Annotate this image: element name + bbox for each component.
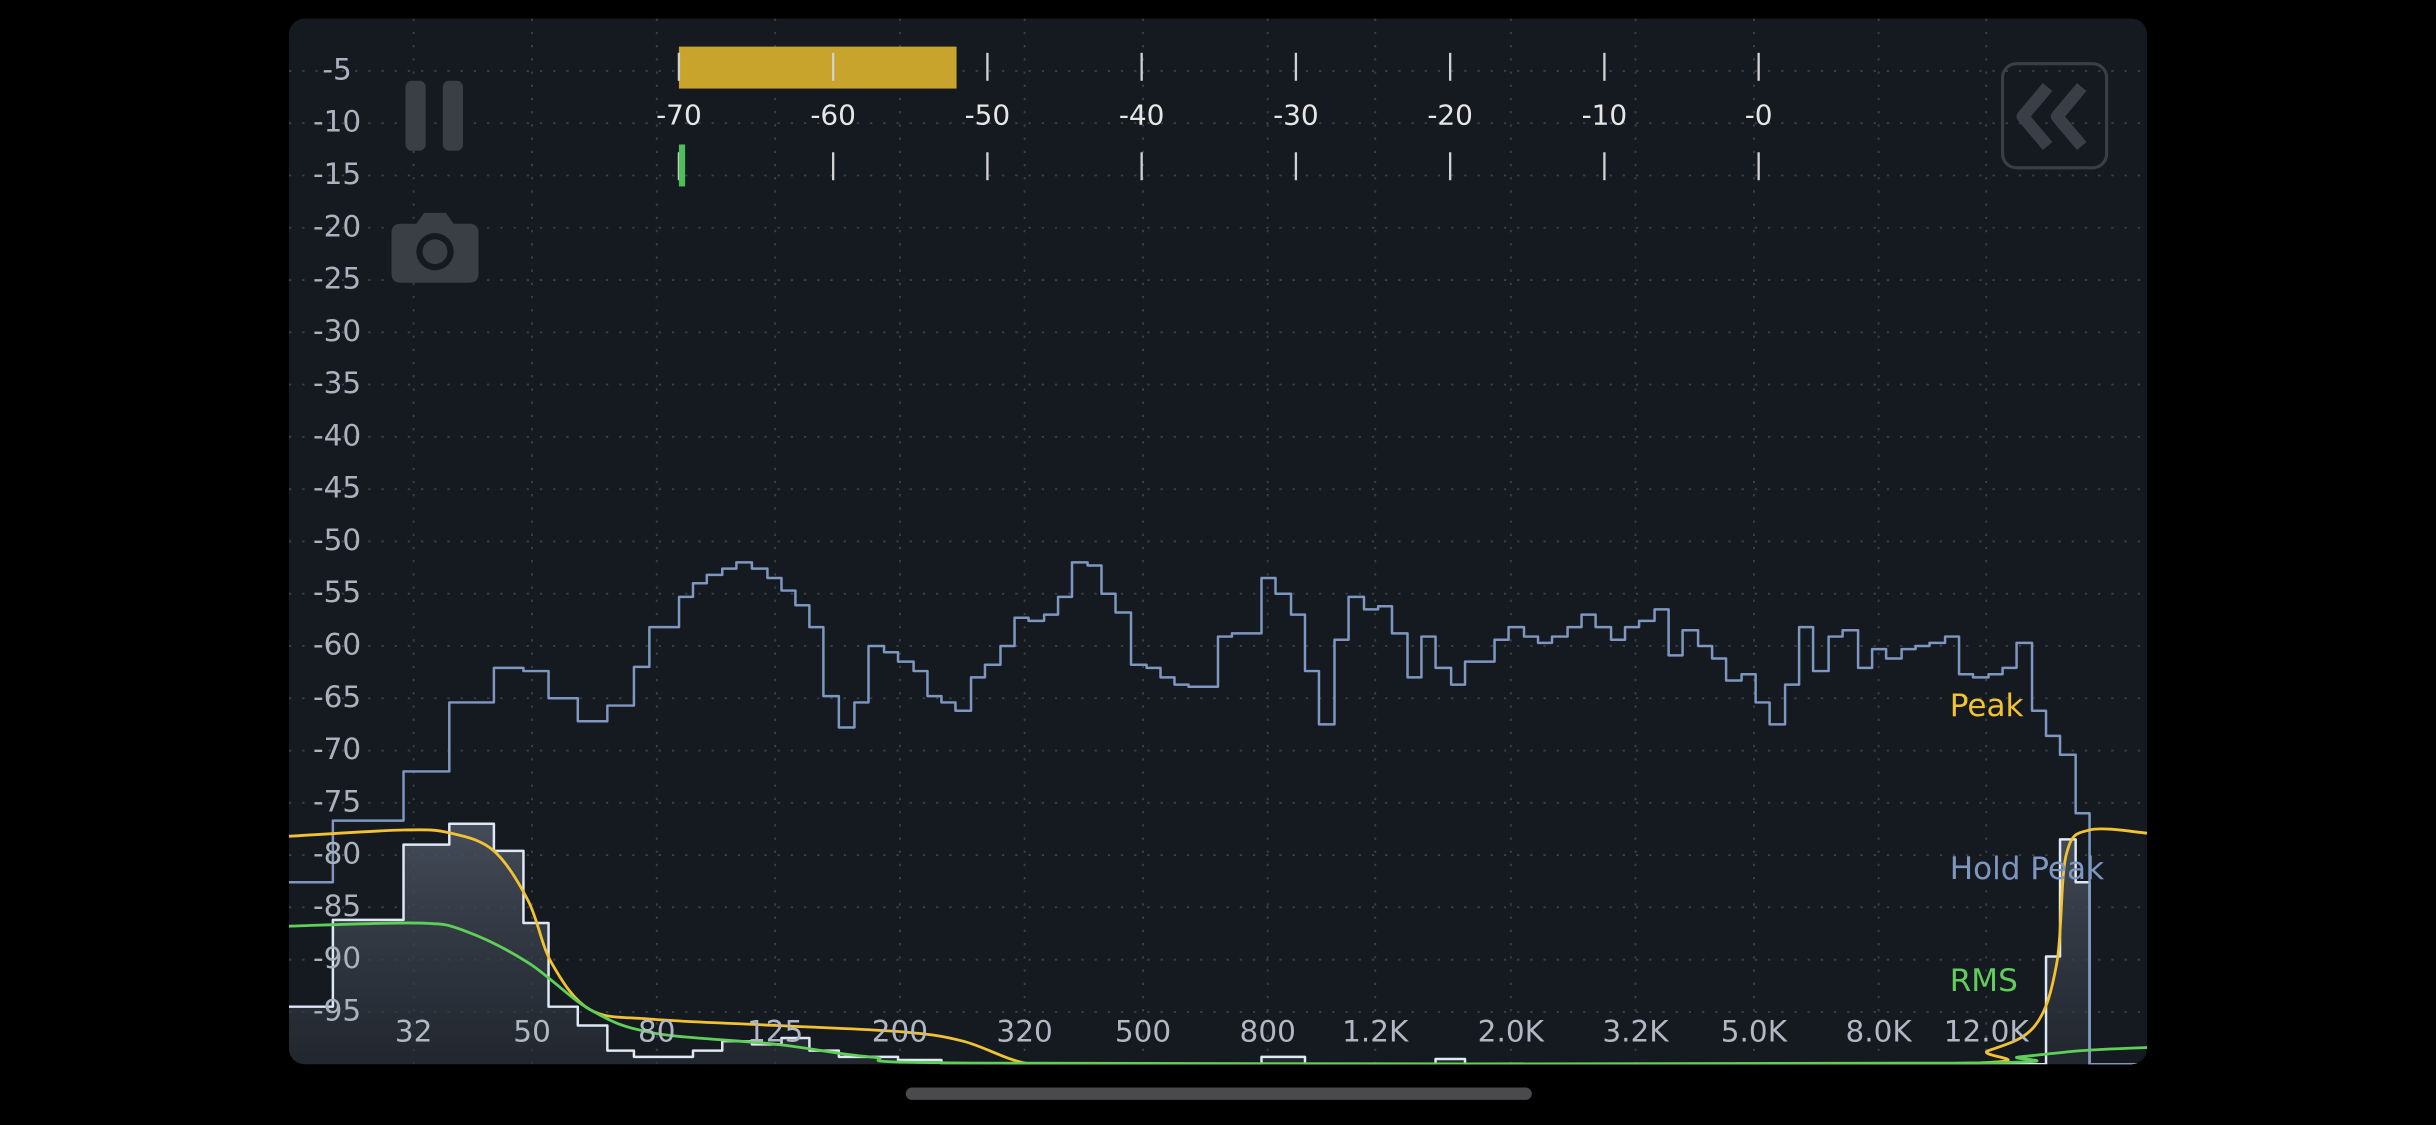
x-tick-label: 32 [395, 1015, 433, 1049]
plot-area [288, 18, 2148, 1065]
x-tick-label: 1.2K [1342, 1015, 1409, 1049]
meter-tick-label: -40 [1119, 99, 1165, 132]
spectrum-fill [288, 823, 2148, 1065]
pause-bar [405, 80, 426, 151]
home-indicator [905, 1087, 1532, 1100]
y-tick-label: -50 [313, 523, 361, 557]
y-tick-label: -10 [313, 105, 361, 139]
meter-tick-label: -30 [1273, 99, 1319, 132]
x-tick-label: 125 [747, 1015, 803, 1049]
y-tick-label: -45 [313, 471, 361, 505]
x-tick-label: 200 [872, 1015, 928, 1049]
meter-tick-label: -10 [1582, 99, 1628, 132]
y-tick-label: -90 [313, 941, 361, 975]
y-tick-label: -65 [313, 680, 361, 714]
series-line [288, 561, 2148, 1065]
back-button[interactable] [2000, 62, 2109, 170]
x-tick-label: 500 [1115, 1015, 1171, 1049]
current-spectrum-line [288, 822, 2148, 1065]
meter-tick-label: -60 [810, 99, 856, 132]
x-tick-label: 320 [996, 1015, 1052, 1049]
meter-tick-label: -70 [656, 99, 702, 132]
overlay: -5 -10 -15 -20 -25 -30 -35 -40 -45 -50 -55 -60 -65 -7… [313, 52, 2104, 1048]
level-meter: -70 -60 -50 -40 -30 -20 -10 -0 [656, 46, 1773, 187]
camera-lens [422, 239, 448, 265]
y-tick-label: -95 [313, 993, 361, 1027]
x-tick-label: 50 [513, 1015, 551, 1049]
x-tick-label: 3.2K [1602, 1015, 1669, 1049]
back-chevrons [2016, 82, 2087, 151]
y-tick-label: -35 [313, 366, 361, 400]
x-tick-label: 80 [638, 1015, 676, 1049]
pause-button[interactable] [405, 80, 463, 151]
legend-label: Peak [1950, 688, 2024, 724]
pause-bar [442, 80, 463, 151]
legend-label: RMS [1950, 963, 2018, 999]
rms-level-marker [678, 144, 686, 187]
y-tick-label: -55 [313, 575, 361, 609]
y-tick-label: -40 [313, 418, 361, 452]
y-tick-label: -5 [322, 52, 351, 86]
y-tick-label: -20 [313, 209, 361, 243]
back-button-frame [2000, 62, 2109, 170]
y-tick-label: -75 [313, 784, 361, 818]
y-tick-label: -25 [313, 262, 361, 296]
y-tick-label: -70 [313, 732, 361, 766]
camera-button[interactable] [391, 212, 479, 283]
peak-level-bar [678, 46, 957, 89]
x-tick-label: 800 [1240, 1015, 1296, 1049]
y-tick-label: -80 [313, 837, 361, 871]
x-tick-label: 8.0K [1846, 1015, 1913, 1049]
x-tick-label: 12.0K [1944, 1015, 2030, 1049]
x-tick-label: 5.0K [1721, 1015, 1788, 1049]
y-tick-label: -30 [313, 314, 361, 348]
series-line [288, 921, 2148, 1065]
meter-tick-label: -20 [1427, 99, 1473, 132]
meter-tick-label: -0 [1745, 99, 1773, 132]
x-tick-label: 2.0K [1478, 1015, 1545, 1049]
y-tick-label: -15 [313, 157, 361, 191]
meter-tick-label: -50 [965, 99, 1011, 132]
legend-label: Hold Peak [1950, 851, 2104, 887]
y-tick-label: -85 [313, 889, 361, 923]
y-tick-label: -60 [313, 627, 361, 661]
